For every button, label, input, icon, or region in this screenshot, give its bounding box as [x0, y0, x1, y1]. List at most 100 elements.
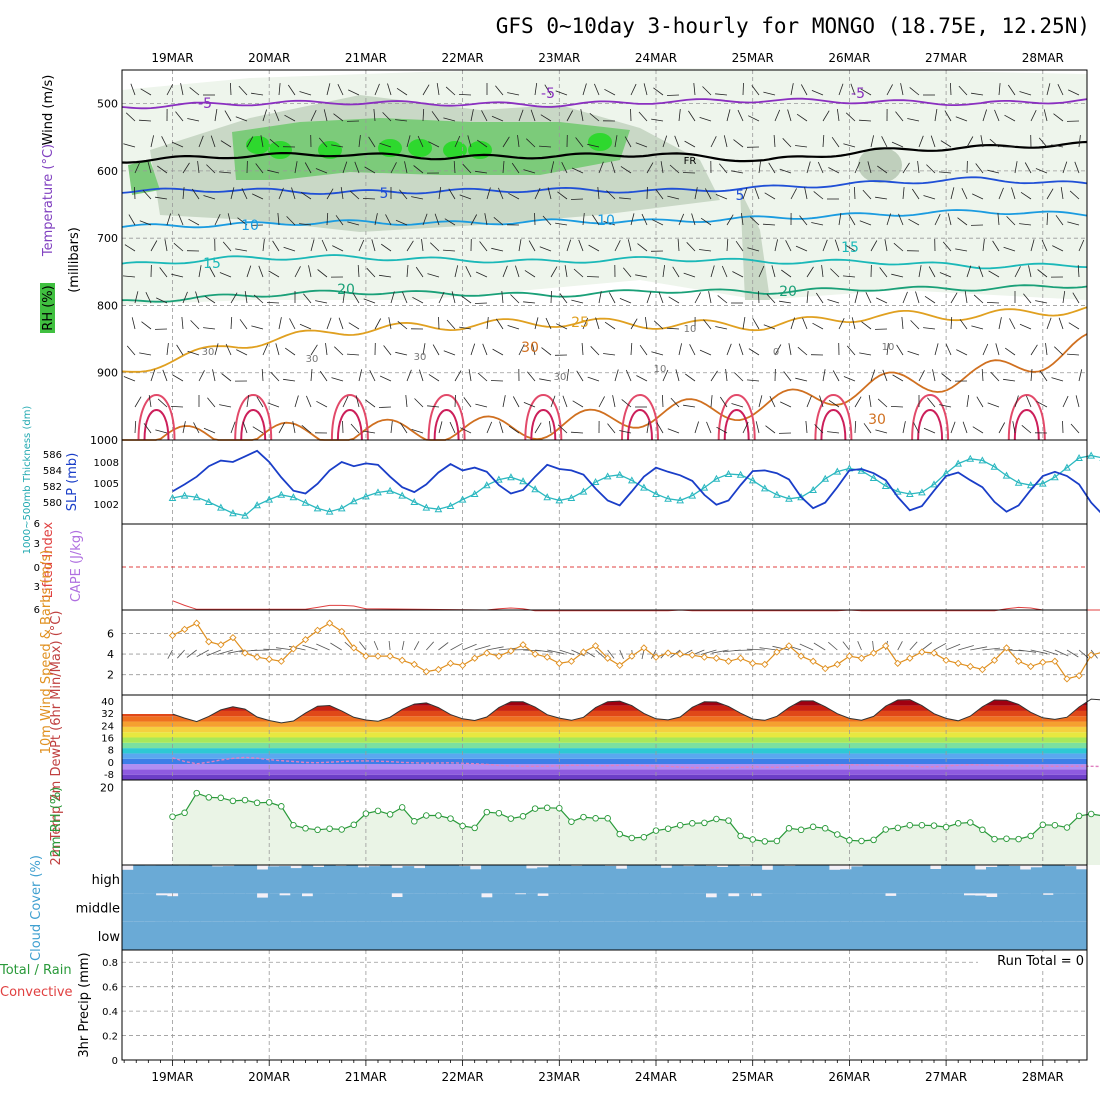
thickness-point-19 [398, 491, 407, 499]
upper-wind-barb-697 [918, 370, 925, 382]
wind10m-point-65 [954, 659, 962, 667]
temperature-band-7 [122, 737, 1087, 743]
upper-wind-barb-755 [972, 426, 984, 434]
wind10m-point-35 [591, 642, 600, 650]
upper-ytick-3: 800 [97, 299, 118, 312]
thickness-point-76 [1087, 451, 1095, 459]
top-date-label-1: 20MAR [248, 51, 290, 65]
wind10m-point-68 [990, 656, 999, 664]
cloud-low_pct-44 [615, 921, 628, 950]
upper-wind-barb-831 [1067, 221, 1080, 226]
upper-wind-barb-597 [802, 317, 808, 330]
upper-wind-barb-835 [1068, 322, 1080, 330]
upper-wind-barb-327 [493, 216, 504, 226]
upper-wind-barb-315 [475, 271, 488, 278]
thickness-point-69 [1002, 471, 1011, 479]
cloud-middle_pct-52 [705, 897, 718, 922]
wind10m-barb-5 [217, 649, 234, 655]
upper-wind-barb-425 [603, 221, 616, 226]
temperature-band-15 [122, 699, 1087, 701]
contour-label-3: 5 [380, 186, 389, 202]
upper-wind-barb-777 [1014, 266, 1021, 278]
wind10m-barb-55 [828, 641, 838, 651]
upper-wind-barb-491 [688, 110, 696, 122]
upper-wind-barb-23 [141, 321, 152, 330]
upper-wind-barb-406 [594, 83, 600, 96]
wind10m-barb-25 [474, 645, 491, 651]
cloud-layer-label-0: high [92, 873, 120, 888]
upper-wind-barb-403 [576, 370, 584, 382]
cloud-middle_pct-59 [784, 893, 796, 922]
upper-wind-barb-818 [1052, 245, 1064, 252]
top-date-label-0: 19MAR [151, 51, 193, 65]
thickness-point-29 [519, 477, 527, 485]
upper-wind-barb-500 [689, 344, 696, 356]
cloud-middle_pct-67 [873, 893, 886, 922]
upper-wind-barb-330 [501, 291, 504, 304]
rh-point-8 [265, 799, 273, 806]
thickness-point-53 [809, 485, 817, 493]
wind10m-point-32 [555, 659, 563, 667]
upper-wind-barb-158 [300, 191, 312, 200]
upper-wind-barb-10 [126, 345, 136, 356]
cloud-low_pct-15 [290, 921, 302, 950]
upper-wind-barb-504 [702, 86, 712, 96]
upper-wind-barb-155 [310, 110, 317, 122]
upper-wind-barb-720 [942, 241, 952, 252]
wind10m-barb-8 [251, 649, 270, 651]
upper-wind-barb-15 [138, 119, 152, 122]
upper-wind-barb-251 [400, 422, 408, 434]
cloud-high_pct-51 [694, 865, 706, 894]
thickness-point-4 [217, 503, 225, 511]
wind10m-point-17 [374, 652, 382, 660]
cloud-middle_pct-47 [649, 893, 662, 922]
hot-loop-7-0 [814, 394, 853, 441]
slp-tick-2: 1002 [94, 500, 119, 511]
upper-wind-barb-474 [662, 394, 664, 408]
cloud-high_pct-36 [526, 868, 538, 894]
wind10m-point-73 [1051, 657, 1059, 665]
wind10m-barb-35 [595, 649, 605, 659]
upper-wind-barb-624 [827, 299, 840, 304]
upper-wind-barb-130 [278, 187, 284, 200]
upper-wind-barb-428 [608, 292, 616, 304]
thickness-point-32 [555, 496, 564, 504]
cloud-middle_pct-37 [537, 895, 549, 922]
upper-wind-barb-749 [978, 265, 984, 278]
upper-wind-barb-121 [251, 325, 264, 330]
cloud-high_pct-17 [312, 867, 325, 894]
cloud-low_pct-67 [873, 921, 886, 950]
wind10m-point-28 [507, 647, 515, 655]
cloud-low_pct-72 [929, 921, 942, 950]
upper-wind-barb-642 [854, 396, 862, 408]
upper-wind-barb-26 [148, 395, 152, 408]
upper-wind-barb-708 [924, 295, 936, 304]
upper-wind-barb-605 [817, 161, 824, 174]
cloud-middle_pct-8 [211, 893, 224, 922]
upper-wind-barb-139 [278, 422, 286, 434]
upper-wind-barb-22 [145, 292, 152, 304]
thickness-point-50 [773, 490, 781, 498]
cloud-middle_pct-64 [840, 893, 852, 922]
upper-wind-barb-492 [684, 140, 696, 148]
temperature-band-1 [122, 769, 1087, 775]
cloud-low_pct-80 [1019, 921, 1032, 950]
upper-wind-barb-735 [966, 265, 972, 278]
thickness-point-52 [797, 493, 805, 501]
upper-wind-barb-555 [752, 318, 760, 330]
wind10m-barb-31 [547, 649, 564, 655]
rh-point-10 [290, 821, 297, 829]
upper-wind-barb-302 [461, 295, 472, 304]
wind10m-barb-23 [450, 642, 463, 651]
cloud-high_pct-29 [447, 865, 460, 894]
upper-wind-barb-764 [986, 302, 1000, 304]
thickness-point-11 [301, 498, 310, 506]
upper-wind-barb-98 [238, 85, 248, 96]
cloud-low_pct-78 [997, 921, 1009, 950]
upper-wind-barb-200 [349, 190, 360, 200]
cloud-middle_pct-0 [122, 893, 134, 922]
upper-wind-barb-307 [460, 427, 472, 434]
upper-wind-barb-335 [499, 421, 504, 434]
temperature-band-12 [122, 710, 1087, 717]
upper-wind-barb-789 [1019, 223, 1032, 226]
